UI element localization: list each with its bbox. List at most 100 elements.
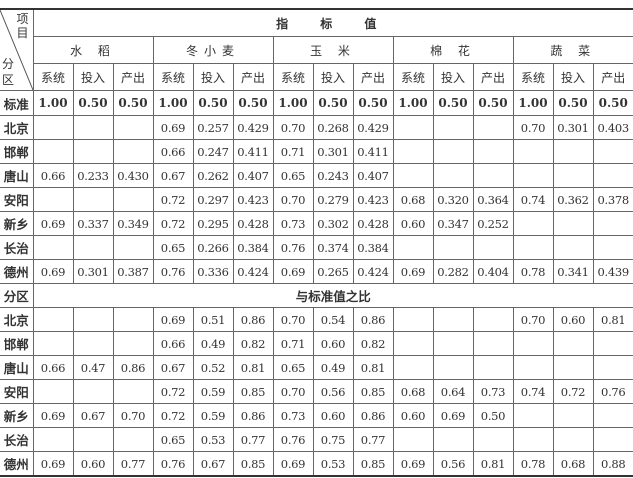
title-row: 项目 分区 指 标 值 — [0, 8, 633, 91]
value-cell — [392, 331, 434, 356]
value-cell — [592, 211, 633, 236]
crop-header: 水 稻 — [33, 36, 154, 64]
value-cell: 0.78 — [512, 259, 554, 284]
value-cell — [112, 115, 154, 140]
value-cell — [432, 331, 474, 356]
corner-item-label: 项目 — [16, 12, 29, 40]
value-cell: 0.77 — [232, 427, 274, 452]
standard-value: 1.00 — [512, 90, 554, 116]
standard-value: 0.50 — [592, 90, 633, 116]
table-row: 邯郸 0.66 0.49 0.82 0.71 0.60 0.82 — [0, 331, 633, 356]
zone-label: 邯郸 — [0, 139, 34, 164]
crop-header: 棉 花 — [392, 36, 514, 64]
value-cell — [112, 379, 154, 404]
value-cell: 0.429 — [352, 115, 394, 140]
standard-value: 0.50 — [352, 90, 394, 116]
value-cell: 0.66 — [32, 355, 74, 380]
value-cell — [472, 427, 514, 452]
table-row: 唐山 0.66 0.47 0.86 0.67 0.52 0.81 0.65 0.49 0.81 — [0, 355, 633, 380]
table-row: 邯郸 0.66 0.247 0.411 0.71 0.301 0.411 — [0, 139, 633, 164]
value-cell: 0.341 — [552, 259, 594, 284]
value-cell: 0.69 — [392, 259, 434, 284]
value-cell: 0.302 — [312, 211, 354, 236]
value-cell — [72, 379, 114, 404]
value-cell: 0.74 — [512, 187, 554, 212]
value-cell: 0.378 — [592, 187, 633, 212]
value-cell: 0.69 — [32, 211, 74, 236]
value-cell: 0.295 — [192, 211, 234, 236]
sub-header: 投入 — [72, 63, 114, 91]
value-cell — [432, 163, 474, 188]
table-row: 北京 0.69 0.51 0.86 0.70 0.54 0.86 0.70 0.60 0.81 — [0, 307, 633, 332]
value-cell — [592, 331, 633, 356]
ratio-title: 与标准值之比 — [32, 283, 633, 308]
value-cell — [32, 427, 74, 452]
value-cell — [552, 211, 594, 236]
value-cell — [512, 211, 554, 236]
value-cell — [392, 355, 434, 380]
value-cell — [592, 355, 633, 380]
value-cell: 0.51 — [192, 307, 234, 332]
value-cell: 0.67 — [152, 163, 194, 188]
value-cell — [592, 403, 633, 428]
value-cell — [392, 139, 434, 164]
standard-value: 1.00 — [152, 90, 194, 116]
value-cell: 0.73 — [272, 403, 314, 428]
value-cell: 0.76 — [272, 235, 314, 260]
value-cell: 0.423 — [232, 187, 274, 212]
value-cell — [432, 307, 474, 332]
crop-header: 冬小麦 — [152, 36, 274, 64]
value-cell: 0.85 — [352, 451, 394, 477]
standard-value: 0.50 — [472, 90, 514, 116]
value-cell: 0.76 — [152, 259, 194, 284]
value-cell: 0.56 — [432, 451, 474, 477]
zone-label: 安阳 — [0, 187, 34, 212]
corner-zone-label: 分区 — [2, 57, 15, 87]
crop-header: 玉 米 — [272, 36, 394, 64]
value-cell: 0.70 — [272, 307, 314, 332]
value-cell: 0.69 — [432, 403, 474, 428]
value-cell — [512, 331, 554, 356]
value-cell — [392, 427, 434, 452]
value-cell — [72, 187, 114, 212]
value-cell: 0.70 — [272, 187, 314, 212]
sub-header: 系统 — [272, 63, 314, 91]
value-cell: 0.76 — [272, 427, 314, 452]
table-row: 德州 0.69 0.301 0.387 0.76 0.336 0.424 0.69 0.265 0… — [0, 259, 633, 284]
sub-header: 投入 — [192, 63, 234, 91]
value-cell: 0.49 — [192, 331, 234, 356]
value-cell: 0.430 — [112, 163, 154, 188]
value-cell: 0.85 — [352, 379, 394, 404]
value-cell: 0.297 — [192, 187, 234, 212]
value-cell: 0.336 — [192, 259, 234, 284]
value-cell: 0.82 — [352, 331, 394, 356]
value-cell — [512, 355, 554, 380]
value-cell — [72, 427, 114, 452]
value-cell: 0.279 — [312, 187, 354, 212]
value-cell — [592, 139, 633, 164]
value-cell — [432, 235, 474, 260]
zone-label: 新乡 — [0, 211, 34, 236]
value-cell: 0.374 — [312, 235, 354, 260]
value-cell: 0.60 — [392, 211, 434, 236]
value-cell: 0.56 — [312, 379, 354, 404]
value-cell: 0.349 — [112, 211, 154, 236]
standard-value: 1.00 — [32, 90, 74, 116]
value-cell: 0.72 — [152, 379, 194, 404]
value-cell — [72, 307, 114, 332]
value-cell: 0.82 — [232, 331, 274, 356]
standard-row: 标准 1.00 0.50 0.50 1.00 0.50 0.50 1.00 0.50 0.50 1.… — [0, 90, 633, 116]
value-cell: 0.407 — [232, 163, 274, 188]
value-cell: 0.53 — [312, 451, 354, 477]
value-cell: 0.262 — [192, 163, 234, 188]
value-cell — [392, 163, 434, 188]
value-cell: 0.60 — [72, 451, 114, 477]
value-cell: 0.65 — [152, 427, 194, 452]
value-cell: 0.243 — [312, 163, 354, 188]
value-cell — [32, 235, 74, 260]
value-cell — [512, 403, 554, 428]
value-cell: 0.439 — [592, 259, 633, 284]
value-cell: 0.72 — [152, 187, 194, 212]
value-cell: 0.68 — [392, 379, 434, 404]
value-cell: 0.384 — [232, 235, 274, 260]
